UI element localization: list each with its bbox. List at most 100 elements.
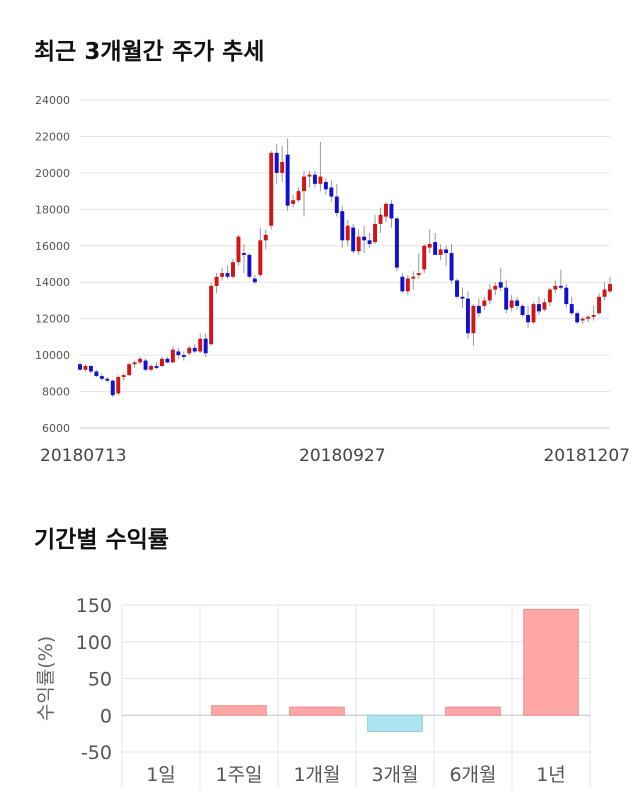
candle-body (542, 302, 547, 310)
candle-body (214, 276, 219, 286)
candle-body (597, 296, 602, 314)
candle-body (493, 285, 498, 290)
candle-body (586, 316, 591, 319)
candle-body (602, 289, 607, 297)
y-tick-label: 6000 (42, 422, 70, 435)
candle-body (487, 289, 492, 301)
candle-body (105, 378, 110, 381)
x-tick-label: 20180713 (40, 446, 127, 466)
candle-body (444, 249, 449, 254)
return-bar (523, 608, 579, 716)
candle-body (149, 366, 153, 370)
candle-body (340, 211, 345, 241)
y-tick-label: -50 (81, 742, 112, 764)
candle-body (296, 191, 301, 201)
candle-body (394, 218, 399, 268)
candle-body (138, 358, 143, 363)
candle-body (165, 358, 170, 363)
candle-body (345, 225, 350, 241)
return-bar (289, 706, 345, 716)
candle-body (159, 358, 164, 367)
candle-body (438, 249, 443, 255)
x-tick-label: 1일 (146, 764, 176, 786)
candle-body (449, 253, 454, 281)
candle-body (88, 366, 93, 372)
candle-body (482, 300, 487, 306)
y-tick-label: 10000 (35, 349, 70, 362)
candle-body (405, 278, 410, 292)
candle-body (323, 182, 328, 190)
candle-body (307, 174, 312, 177)
candle-body (547, 289, 552, 303)
candle-body (318, 176, 323, 184)
candle-body (553, 285, 558, 290)
y-axis-label: 수익률(%) (35, 636, 57, 721)
candle-body (362, 236, 367, 241)
candle-body (367, 240, 372, 244)
y-tick-label: 100 (76, 632, 112, 654)
candle-body (285, 154, 290, 206)
candle-body (269, 152, 274, 226)
candle-body (252, 278, 257, 283)
candle-body (509, 300, 514, 308)
candle-body (537, 304, 541, 312)
y-tick-label: 150 (76, 595, 112, 617)
candle-body (121, 375, 126, 377)
candle-body (302, 176, 306, 192)
x-tick-label: 1주일 (215, 764, 262, 786)
candle-body (471, 305, 476, 334)
candle-body (526, 315, 531, 323)
candle-body (504, 287, 509, 310)
y-tick-label: 20000 (35, 167, 70, 180)
candle-body (187, 347, 192, 354)
candle-body (220, 273, 225, 277)
y-tick-label: 8000 (42, 386, 70, 399)
candle-body (143, 360, 148, 370)
candle-body (170, 349, 175, 363)
candle-body (83, 366, 88, 370)
candle-body (274, 152, 279, 173)
candle-body (209, 285, 214, 345)
candle-body (498, 282, 503, 288)
candle-body (400, 276, 405, 292)
candle-body (181, 355, 186, 357)
candle-body (231, 262, 235, 277)
candle-body (192, 347, 197, 352)
candle-body (591, 315, 596, 317)
candle-body (351, 227, 356, 252)
candle-body (356, 236, 361, 252)
candle-body (198, 338, 203, 352)
return-bar (445, 706, 501, 716)
candle-body (608, 284, 612, 292)
candle-body (78, 364, 82, 370)
return-bar (367, 714, 423, 732)
candle-body (263, 234, 268, 241)
candle-body (127, 364, 132, 376)
candle-body (580, 318, 585, 321)
candle-body (236, 236, 241, 263)
candle-body (427, 243, 432, 248)
candle-body (460, 296, 465, 299)
candle-body (116, 376, 121, 394)
candle-body (378, 214, 383, 224)
y-tick-label: 50 (88, 669, 112, 691)
candle-body (225, 273, 230, 277)
candle-body (520, 305, 525, 316)
candle-body (280, 161, 285, 173)
candle-body (569, 304, 574, 314)
candle-body (465, 298, 470, 334)
y-tick-label: 24000 (35, 94, 70, 107)
return-bar (211, 705, 267, 716)
price-candlestick-chart: 6000 8000 10000 12000 14000 16000 18000 20000 22… (35, 94, 630, 466)
candle-body (203, 338, 208, 354)
y-tick-label: 18000 (35, 203, 70, 216)
x-tick-label: 6개월 (449, 764, 496, 786)
candle-body (258, 240, 263, 275)
candle-body (291, 200, 296, 204)
price-chart-title: 최근 3개월간 주가 추세 (34, 39, 265, 65)
candle-body (329, 187, 334, 197)
candle-body (247, 254, 252, 277)
candle-body (154, 366, 159, 368)
candle-body (389, 203, 394, 219)
